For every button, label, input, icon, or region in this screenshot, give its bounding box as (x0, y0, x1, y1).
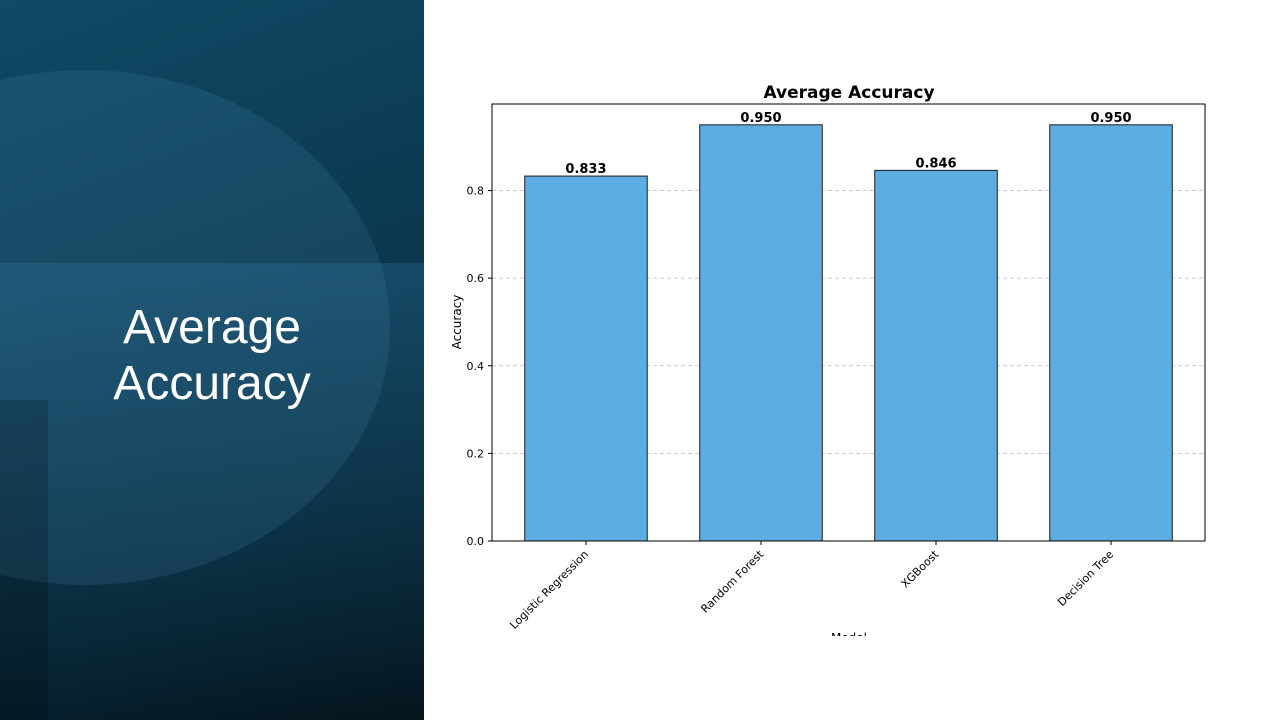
value-label: 0.950 (740, 111, 781, 126)
decor-stripe (0, 400, 48, 720)
y-tick-label: 0.8 (467, 185, 485, 198)
value-label: 0.833 (565, 162, 606, 177)
chart-title: Average Accuracy (763, 83, 934, 103)
x-tick-label: XGBoost (899, 547, 942, 590)
x-axis-label: Model (831, 631, 867, 636)
y-tick-label: 0.2 (467, 447, 485, 460)
chart: Average Accuracy Accuracy Model 0.0 0.2 0.… (450, 83, 1206, 636)
y-axis-label: Accuracy (450, 295, 464, 350)
plot-frame (491, 103, 1206, 542)
value-label: 0.950 (1090, 111, 1131, 126)
bar (1049, 124, 1173, 542)
slide-title: Average Accuracy (113, 301, 311, 410)
decor-band (0, 263, 424, 720)
x-tick-label: Random Forest (698, 547, 766, 615)
x-tick-label: Logistic Regression (507, 548, 591, 632)
y-tick-label: 0.6 (467, 272, 485, 285)
y-tick-label: 0.4 (467, 360, 485, 373)
side-panel: Average Accuracy (0, 0, 424, 720)
bar (699, 124, 823, 542)
y-tick-label: 0.0 (467, 535, 485, 548)
value-label: 0.846 (915, 156, 956, 171)
x-tick-label: Decision Tree (1055, 548, 1116, 609)
bar (874, 169, 998, 542)
bar (524, 175, 648, 542)
